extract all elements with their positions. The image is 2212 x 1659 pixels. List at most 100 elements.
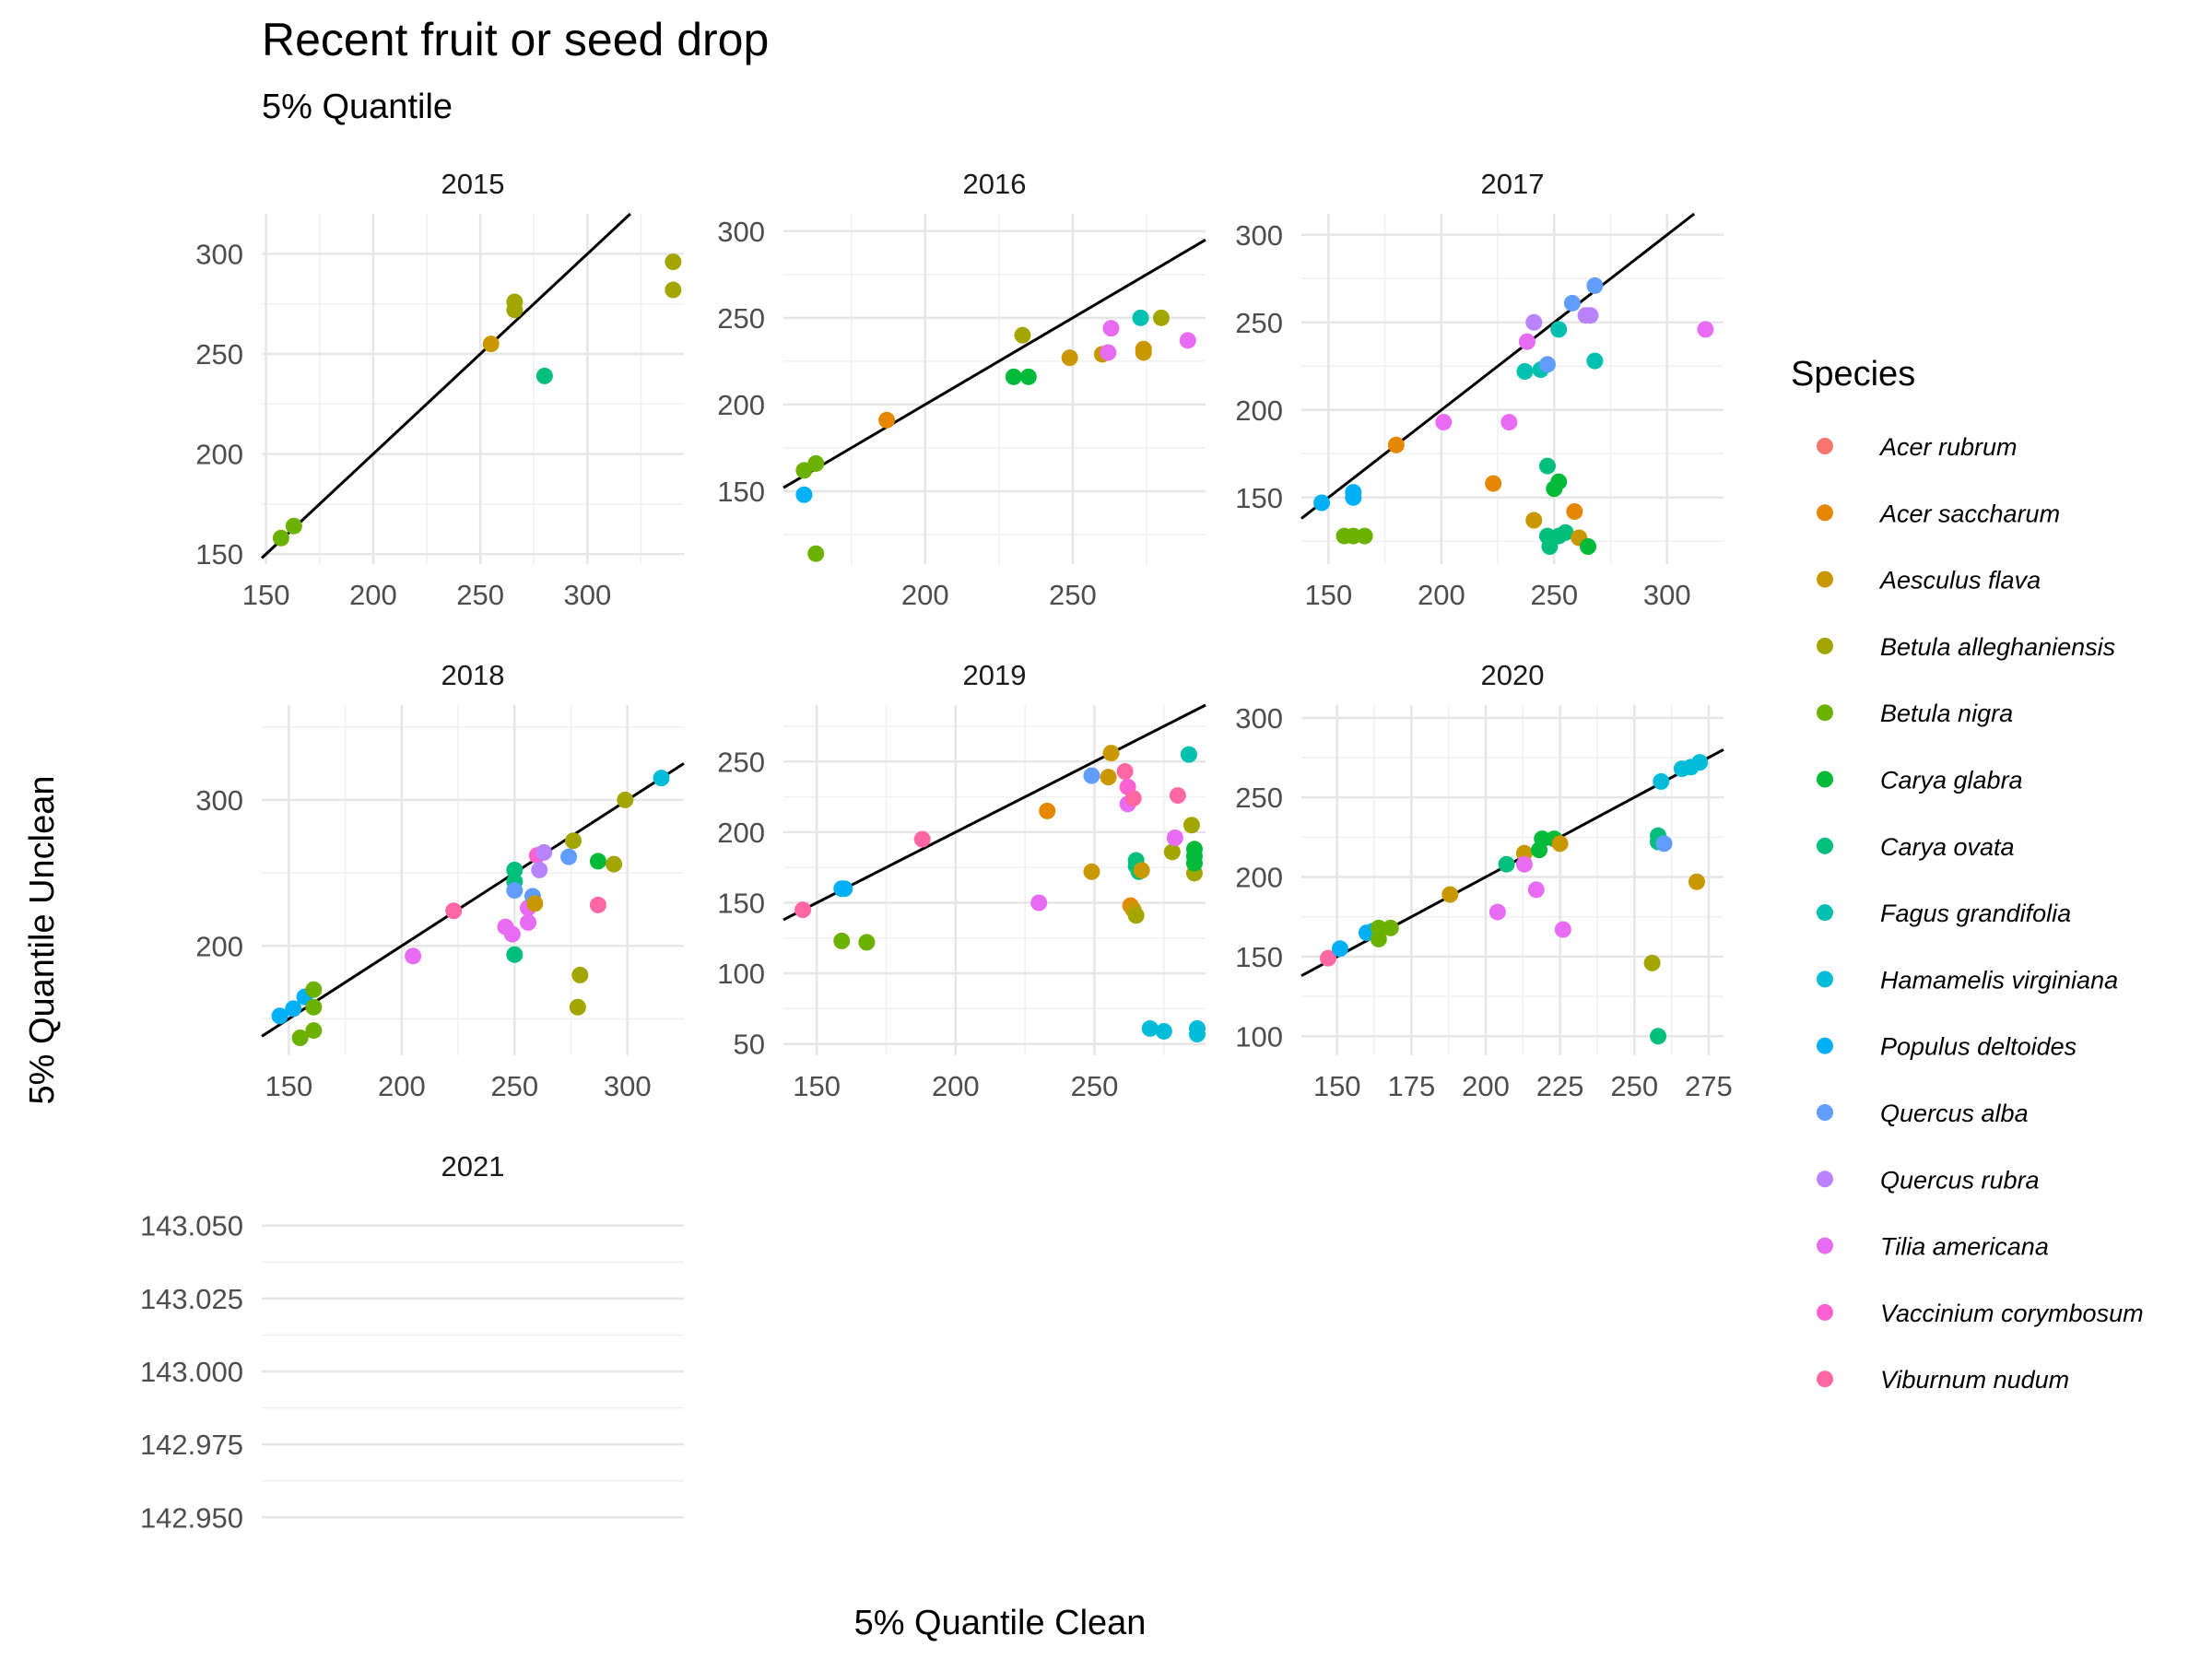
legend-label: Hamamelis virginiana — [1880, 966, 2118, 994]
data-point — [1688, 873, 1705, 890]
data-point — [1100, 769, 1117, 786]
data-point — [291, 1030, 309, 1046]
data-point — [272, 529, 289, 547]
data-point — [1650, 1028, 1667, 1045]
data-point — [1116, 763, 1134, 781]
legend-item: Betula nigra — [1817, 700, 2013, 727]
data-point — [1102, 745, 1120, 762]
data-point — [1135, 340, 1152, 358]
y-tick-label: 250 — [195, 338, 243, 371]
legend-key — [1817, 504, 1833, 522]
data-point — [606, 855, 623, 873]
data-point — [271, 1007, 288, 1025]
data-point — [305, 998, 323, 1016]
legend-label: Carya ovata — [1880, 833, 2015, 861]
facet-panel: 2015 150 200 250 300 150 200 250 300 — [195, 168, 684, 611]
data-point — [1179, 332, 1196, 349]
x-tick-label: 150 — [1313, 1070, 1361, 1102]
data-point — [1141, 1019, 1159, 1037]
data-point — [1387, 436, 1405, 453]
data-point — [836, 880, 853, 898]
data-point — [531, 861, 548, 878]
legend-key — [1817, 438, 1833, 454]
data-point — [795, 486, 813, 503]
x-tick-label: 200 — [1418, 579, 1465, 611]
x-tick-label: 200 — [1462, 1070, 1510, 1102]
x-axis-title: 5% Quantile Clean — [854, 1604, 1147, 1642]
y-tick-label: 250 — [1235, 307, 1283, 339]
data-point — [1180, 746, 1197, 763]
y-tick-label: 300 — [1235, 219, 1283, 252]
y-tick-label: 150 — [1235, 941, 1283, 973]
x-tick-label: 300 — [604, 1070, 652, 1102]
y-tick-label: 300 — [195, 784, 243, 817]
identity-line — [782, 238, 1206, 489]
y-tick-label: 200 — [1235, 394, 1283, 427]
legend-item: Acer saccharum — [1817, 500, 2060, 527]
data-point — [1488, 903, 1506, 921]
legend-item: Betula alleghaniensis — [1817, 633, 2115, 661]
data-point — [526, 895, 544, 912]
y-tick-label: 142.975 — [140, 1429, 243, 1461]
data-point — [1554, 921, 1571, 938]
facet-panel: 2017 150 200 250 300 150 200 250 300 — [1235, 168, 1724, 611]
legend-label: Betula nigra — [1880, 700, 2013, 727]
legend-item: Quercus alba — [1817, 1100, 2029, 1127]
x-tick-label: 150 — [1305, 579, 1353, 611]
x-tick-label: 200 — [349, 579, 397, 611]
legend-item: Vaccinium corymbosum — [1817, 1300, 2144, 1327]
data-point — [794, 901, 812, 919]
legend-label: Quercus alba — [1880, 1100, 2029, 1127]
x-tick-label: 200 — [378, 1070, 426, 1102]
legend-key — [1817, 971, 1833, 988]
data-point — [1163, 843, 1181, 861]
y-tick-label: 250 — [717, 746, 765, 778]
facet-panel: 2019 150 200 250 50 100 150 200 250 — [717, 659, 1206, 1102]
data-point — [1566, 503, 1583, 520]
x-tick-label: 250 — [1049, 579, 1097, 611]
data-point — [535, 367, 553, 384]
data-point — [445, 902, 463, 920]
data-point — [1345, 484, 1362, 501]
data-point — [1527, 881, 1545, 899]
data-point — [1061, 349, 1078, 367]
x-tick-label: 250 — [456, 579, 504, 611]
legend-key — [1817, 1104, 1833, 1121]
data-point — [1580, 538, 1597, 555]
legend-label: Viburnum nudum — [1880, 1366, 2069, 1394]
data-point — [1127, 907, 1145, 924]
data-point — [1019, 368, 1037, 385]
chart-subtitle: 5% Quantile — [262, 88, 453, 126]
data-point — [285, 517, 302, 535]
data-point — [665, 253, 682, 271]
data-point — [1515, 855, 1533, 873]
facet-strip-label: 2018 — [441, 659, 505, 691]
data-point — [1586, 276, 1604, 294]
legend-item: Fagus grandifolia — [1817, 900, 2071, 927]
data-point — [1166, 830, 1183, 847]
data-point — [285, 1000, 302, 1018]
y-tick-label: 200 — [717, 817, 765, 849]
data-point — [482, 335, 500, 353]
x-tick-label: 250 — [1071, 1070, 1119, 1102]
y-tick-label: 100 — [717, 958, 765, 990]
data-point — [560, 848, 578, 865]
facet-strip-label: 2016 — [963, 168, 1027, 200]
data-point — [1356, 527, 1373, 545]
data-point — [1525, 512, 1543, 529]
facet-strip-label: 2021 — [441, 1150, 505, 1182]
y-tick-label: 143.050 — [140, 1210, 243, 1242]
y-tick-label: 150 — [717, 888, 765, 920]
data-point — [1102, 320, 1120, 337]
facet-strip-label: 2017 — [1481, 168, 1545, 200]
data-point — [1382, 919, 1399, 936]
y-tick-label: 200 — [195, 439, 243, 471]
identity-line — [261, 762, 685, 1038]
data-point — [1525, 313, 1543, 331]
data-point — [589, 853, 606, 870]
y-tick-label: 300 — [195, 238, 243, 270]
legend-key — [1817, 1037, 1833, 1054]
legend-title: Species — [1791, 355, 1915, 394]
facet-panel: 2018 150 200 250 300 200 300 — [195, 659, 685, 1102]
